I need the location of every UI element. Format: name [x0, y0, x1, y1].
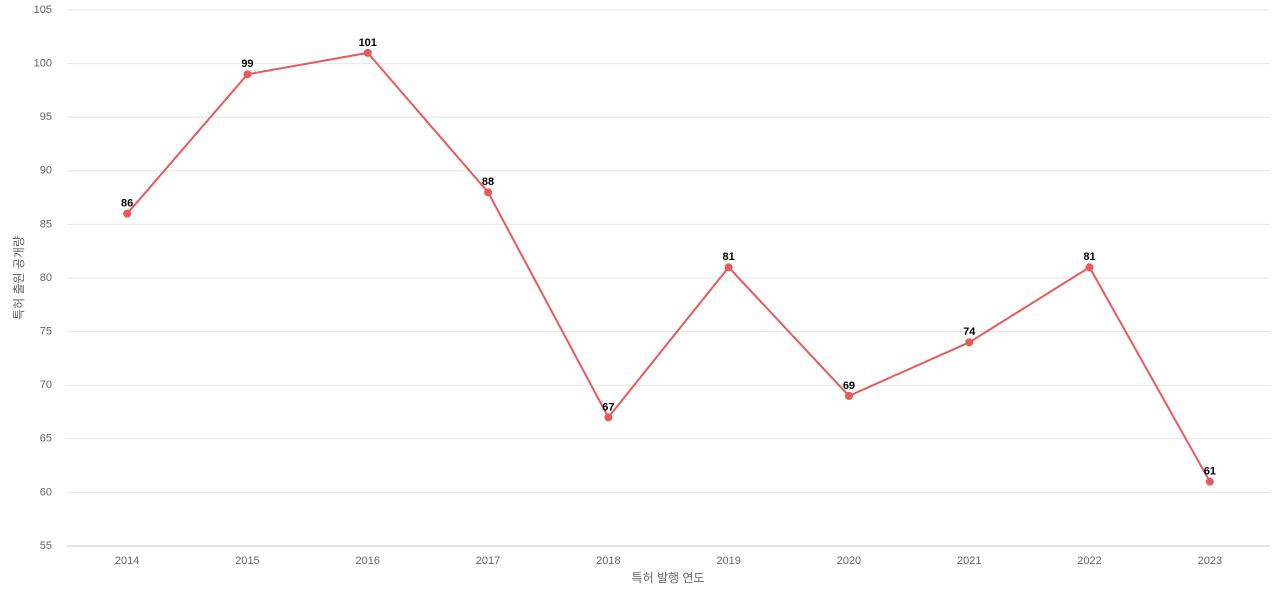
x-tick-label: 2019	[716, 555, 740, 567]
x-tick-label: 2020	[837, 555, 861, 567]
point	[484, 188, 493, 197]
point	[604, 413, 613, 422]
data-label: 101	[359, 37, 377, 49]
data-label: 86	[121, 198, 133, 210]
y-tick-label: 90	[40, 165, 52, 177]
data-label: 88	[482, 176, 494, 188]
y-axis-label: 특허 출원 공개량	[12, 236, 26, 320]
point	[123, 209, 132, 218]
x-axis-label: 특허 발행 연도	[632, 570, 705, 585]
y-tick-label: 70	[40, 379, 52, 391]
data-label: 74	[963, 326, 976, 338]
point	[243, 70, 252, 79]
x-tick-label: 2022	[1077, 555, 1101, 567]
y-tick-label: 65	[40, 433, 52, 445]
point	[1085, 263, 1094, 272]
y-tick-label: 60	[40, 486, 52, 498]
y-tick-label: 100	[34, 58, 52, 70]
data-label: 61	[1204, 466, 1216, 478]
x-tick-label: 2018	[596, 555, 620, 567]
x-tick-label: 2023	[1198, 555, 1222, 567]
x-tick-label: 2015	[235, 555, 259, 567]
x-tick-label: 2017	[476, 555, 500, 567]
y-tick-label: 75	[40, 326, 52, 338]
point	[1205, 477, 1214, 486]
y-tick-label: 80	[40, 272, 52, 284]
point	[965, 338, 974, 347]
y-tick-label: 95	[40, 111, 52, 123]
data-label: 69	[843, 380, 855, 392]
y-tick-label: 105	[34, 4, 52, 16]
x-tick-label: 2016	[356, 555, 380, 567]
x-tick-label: 2014	[115, 555, 139, 567]
y-tick-label: 85	[40, 218, 52, 230]
x-tick-label: 2021	[957, 555, 981, 567]
data-label: 81	[723, 251, 735, 263]
data-label: 81	[1083, 251, 1095, 263]
data-label: 99	[241, 58, 253, 70]
data-label: 67	[602, 401, 614, 413]
point	[724, 263, 733, 272]
line	[126, 51, 1211, 483]
point	[844, 391, 853, 400]
point	[363, 48, 372, 57]
y-tick-label: 55	[40, 540, 52, 552]
